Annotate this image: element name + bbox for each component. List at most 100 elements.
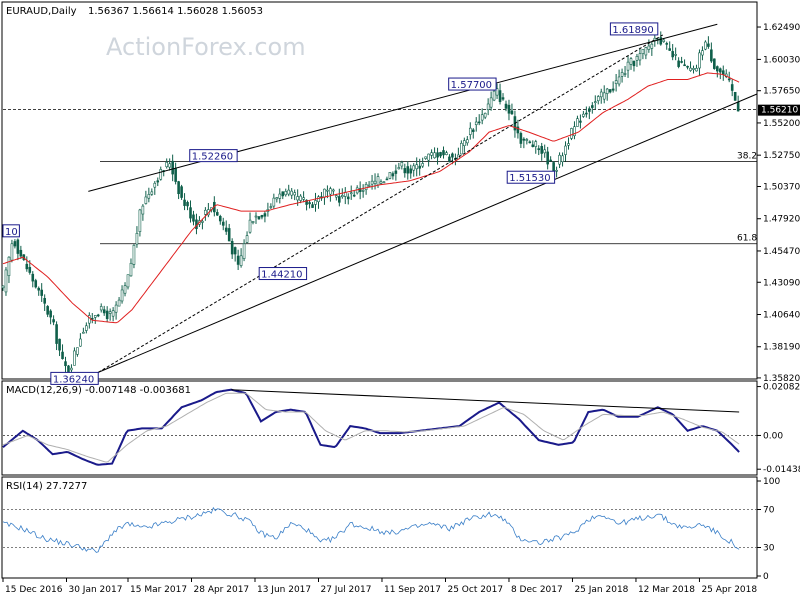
candle-body [204, 209, 207, 215]
candle-body [70, 367, 73, 371]
candle-body [430, 152, 433, 156]
candle-body [531, 144, 535, 147]
candle-body [507, 104, 511, 114]
candle-body [466, 139, 469, 144]
candle-body [704, 41, 707, 50]
candle-body [93, 315, 97, 318]
price-tick-label: 1.43090 [763, 278, 800, 288]
price-annotation-box [258, 267, 308, 281]
candle-body [567, 143, 570, 146]
price-annotation-label: 1.52260 [192, 152, 233, 163]
candle-body [701, 50, 704, 56]
candle-body [629, 58, 633, 65]
candle-body [102, 309, 106, 314]
date-tick-label: 25 Jan 2018 [574, 585, 628, 595]
candle-body [433, 152, 436, 159]
candle-body [582, 113, 585, 117]
candle-body [561, 155, 564, 163]
candle-body [543, 149, 546, 154]
watermark: ActionForex.com [106, 33, 306, 61]
candle-body [471, 129, 475, 132]
candle-body [254, 215, 258, 218]
moving-average [2, 72, 740, 324]
candle-body [55, 324, 58, 344]
candle-body [290, 190, 294, 196]
price-annotation-label: 1.44210 [261, 270, 302, 281]
candle-body [61, 351, 64, 360]
date-tick-label: 27 Jul 2017 [320, 585, 371, 595]
candle-body [76, 347, 79, 355]
candle-body [85, 325, 88, 331]
price-annotation-box [448, 77, 497, 91]
macd-tick-label: 0.020827 [763, 383, 800, 393]
price-tick-label: 1.50370 [763, 182, 800, 192]
candle-body [617, 76, 621, 85]
date-tick-label: 25 Oct 2017 [447, 585, 503, 595]
candle-body [641, 49, 645, 54]
candle-body [564, 145, 567, 155]
candle-body [352, 194, 356, 197]
candle-body [141, 205, 145, 215]
candle-body [257, 216, 261, 220]
candle-body [64, 361, 67, 367]
candle-body [73, 350, 76, 366]
candle-body [677, 60, 680, 67]
candle-body [707, 43, 710, 47]
candle-body [602, 92, 606, 100]
price-annotation-box [609, 22, 659, 36]
candle-body [96, 314, 100, 317]
candle-body [596, 96, 600, 102]
price-panel-frame [1, 1, 758, 380]
date-tick-label: 12 Mar 2018 [638, 585, 695, 595]
candle-body [593, 101, 597, 103]
rsi-axis: 100 70 30 0 [757, 477, 780, 582]
date-tick-label: 15 Mar 2017 [130, 585, 187, 595]
candle-body [546, 151, 549, 165]
candle-body [126, 274, 130, 288]
candle-body [492, 90, 496, 101]
candle-body [46, 306, 49, 315]
candle-body [367, 184, 371, 187]
candle-body [400, 162, 404, 167]
price-tick-label: 1.40640 [763, 311, 800, 321]
candle-body [40, 289, 43, 296]
candle-body [171, 160, 174, 175]
candle-body [382, 181, 386, 184]
candle-body [409, 168, 413, 174]
candle-body [34, 280, 38, 288]
candle-body [153, 182, 157, 188]
candle-body [695, 67, 698, 72]
candle-body [144, 196, 148, 204]
candle-body [576, 118, 579, 127]
candle-body [183, 199, 186, 206]
candle-body [215, 212, 219, 216]
candle-body [436, 152, 439, 158]
candle-body [156, 180, 160, 183]
candle-body [495, 88, 499, 96]
price-annotation-label: 1.61890 [612, 25, 653, 36]
candle-body [674, 54, 677, 56]
candle-body [730, 84, 734, 91]
candle-body [79, 338, 82, 347]
candle-body [394, 170, 398, 174]
candle-body [242, 243, 246, 259]
price-annotation-label: 1.57700 [451, 80, 492, 91]
candle-body [373, 180, 377, 184]
price-tick-label: 1.52750 [763, 151, 800, 161]
candle-body [361, 190, 365, 192]
candle-body [28, 267, 32, 273]
trendline [88, 23, 718, 192]
candle-body [305, 199, 308, 205]
candle-body [19, 249, 23, 257]
candle-body [635, 56, 639, 61]
price-candles [1, 31, 740, 384]
price-grid: 38.2 61.8 [3, 109, 757, 245]
candle-body [445, 152, 448, 155]
rsi-tick-label: 100 [763, 477, 780, 487]
candle-body [442, 150, 445, 156]
candle-body [31, 273, 35, 282]
dashed-trendline [97, 34, 664, 373]
candle-body [415, 164, 419, 170]
fib-level-label: 38.2 [737, 152, 757, 162]
